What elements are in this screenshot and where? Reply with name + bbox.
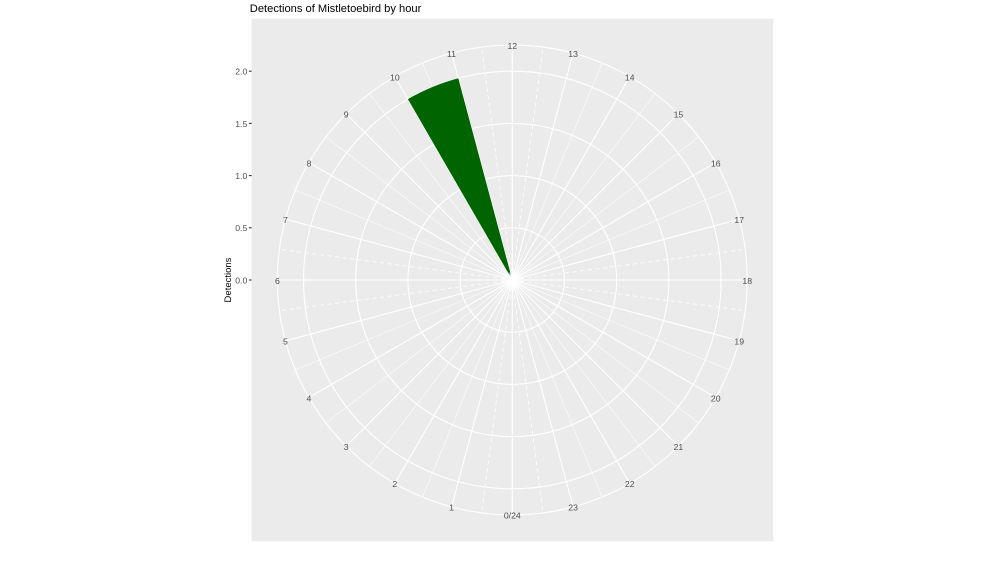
svg-text:17: 17: [734, 215, 744, 225]
svg-text:13: 13: [568, 49, 578, 59]
svg-text:3: 3: [344, 442, 349, 452]
svg-text:16: 16: [711, 158, 721, 168]
svg-text:1: 1: [449, 503, 454, 513]
svg-text:2.0: 2.0: [235, 67, 247, 77]
svg-text:6: 6: [275, 276, 280, 286]
svg-text:8: 8: [306, 158, 311, 168]
svg-text:4: 4: [306, 393, 311, 403]
svg-text:Detections: Detections: [223, 257, 234, 302]
svg-text:Detections of Mistletoebird by: Detections of Mistletoebird by hour: [250, 3, 422, 15]
svg-text:10: 10: [390, 72, 400, 82]
svg-text:9: 9: [344, 110, 349, 120]
svg-text:0.5: 0.5: [235, 223, 247, 233]
svg-text:19: 19: [734, 337, 744, 347]
svg-text:0/24: 0/24: [504, 511, 521, 521]
svg-text:12: 12: [507, 41, 517, 51]
svg-text:5: 5: [283, 337, 288, 347]
svg-text:7: 7: [283, 215, 288, 225]
svg-text:14: 14: [625, 72, 635, 82]
svg-text:15: 15: [674, 110, 684, 120]
svg-text:18: 18: [742, 276, 752, 286]
svg-text:2: 2: [392, 479, 397, 489]
svg-text:20: 20: [711, 393, 721, 403]
svg-text:11: 11: [447, 49, 456, 59]
svg-text:21: 21: [674, 442, 684, 452]
svg-text:1.5: 1.5: [235, 119, 247, 129]
svg-text:22: 22: [625, 479, 635, 489]
svg-text:0.0: 0.0: [235, 275, 247, 285]
svg-text:1.0: 1.0: [235, 171, 247, 181]
svg-text:23: 23: [568, 503, 578, 513]
